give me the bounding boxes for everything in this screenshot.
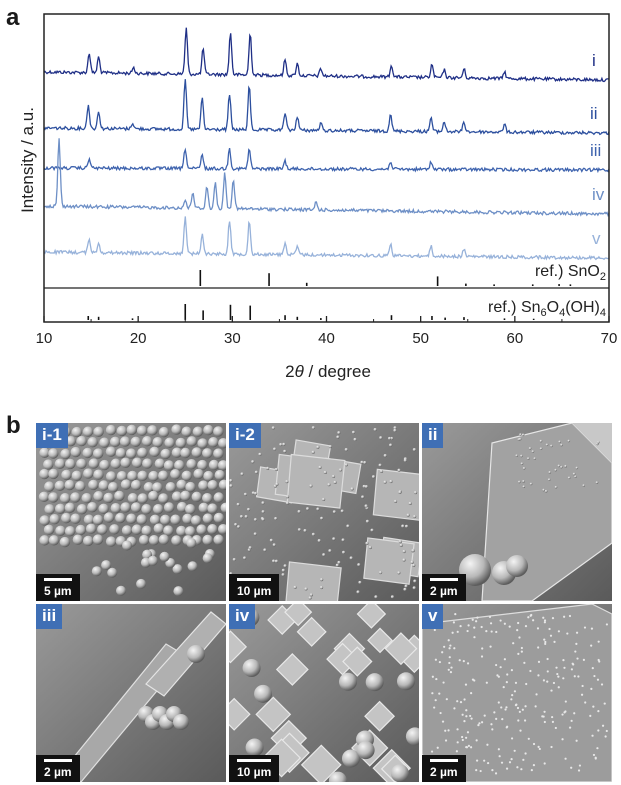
series-line-iii	[43, 147, 610, 174]
scale-bar-label: 2 µm	[44, 765, 72, 779]
sem-image-i-1: i-1 5 µm	[36, 423, 226, 601]
scale-bar: 2 µm	[422, 574, 466, 601]
reference-label-1: ref.) SnO2	[535, 263, 606, 283]
sem-image-iii: iii 2 µm	[36, 604, 226, 782]
sem-micrograph	[36, 604, 226, 782]
scale-bar-line	[237, 578, 272, 581]
x-tick-label: 30	[224, 330, 241, 347]
scale-bar-line	[237, 759, 272, 762]
sem-micrograph	[229, 604, 419, 782]
sem-micrograph	[36, 423, 226, 601]
sem-image-v: v 2 µm	[422, 604, 612, 782]
sem-image-i-2: i-2 10 µm	[229, 423, 419, 601]
scale-bar-label: 5 µm	[44, 584, 72, 598]
sem-micrograph	[422, 423, 612, 601]
scale-bar-label: 10 µm	[237, 765, 272, 779]
x-tick-label: 10	[36, 330, 53, 347]
panel-label-b: b	[6, 412, 21, 439]
sem-panel-tag: i-2	[229, 423, 261, 448]
series-line-ii	[43, 79, 610, 136]
x-tick-label: 40	[318, 330, 335, 347]
series-label-v: v	[592, 229, 601, 248]
scale-bar: 10 µm	[229, 574, 280, 601]
scale-bar-line	[430, 578, 458, 581]
x-tick-label: 20	[130, 330, 147, 347]
scale-bar-line	[430, 759, 458, 762]
sem-panel-tag: v	[422, 604, 444, 629]
scale-bar: 10 µm	[229, 755, 280, 782]
reference-layer: ref.) SnO2 ref.) Sn6O4(OH)4	[87, 263, 606, 320]
scale-bar: 2 µm	[422, 755, 466, 782]
series-label-ii: ii	[590, 104, 598, 123]
series-line-v	[43, 216, 610, 261]
reference-label-2: ref.) Sn6O4(OH)4	[488, 299, 606, 319]
scale-bar-label: 2 µm	[430, 765, 458, 779]
scale-bar: 2 µm	[36, 755, 80, 782]
scale-bar-label: 10 µm	[237, 584, 272, 598]
series-line-iv	[43, 138, 610, 218]
x-tick-label: 60	[506, 330, 523, 347]
x-axis-label: 2θ / degree	[285, 362, 371, 381]
series-label-iii: iii	[590, 141, 601, 160]
scale-bar-line	[44, 578, 72, 581]
scale-bar-line	[44, 759, 72, 762]
x-tick-label: 50	[412, 330, 429, 347]
panel-label-a: a	[6, 4, 20, 31]
scale-bar: 5 µm	[36, 574, 80, 601]
sem-image-ii: ii 2 µm	[422, 423, 612, 601]
sem-panel-tag: i-1	[36, 423, 68, 448]
axis-layer: 10 20 30 40 50 60 70	[36, 13, 618, 347]
sem-panel-tag: iii	[36, 604, 63, 629]
sem-panel-tag: ii	[422, 423, 444, 448]
sem-micrograph	[229, 423, 419, 601]
y-axis-label: Intensity / a.u.	[18, 107, 37, 213]
series-line-i	[43, 27, 610, 83]
sem-image-iv: iv 10 µm	[229, 604, 419, 782]
series-label-i: i	[592, 51, 596, 70]
sem-image-grid: i-1 5 µm i-2 10 µm ii 2 µm iii 2 µm iv 10 µm v 2 µm	[36, 423, 612, 782]
x-tick-label: 70	[601, 330, 618, 347]
scale-bar-label: 2 µm	[430, 584, 458, 598]
series-label-iv: iv	[592, 185, 605, 204]
sem-panel-tag: iv	[229, 604, 256, 629]
sem-micrograph	[422, 604, 612, 782]
